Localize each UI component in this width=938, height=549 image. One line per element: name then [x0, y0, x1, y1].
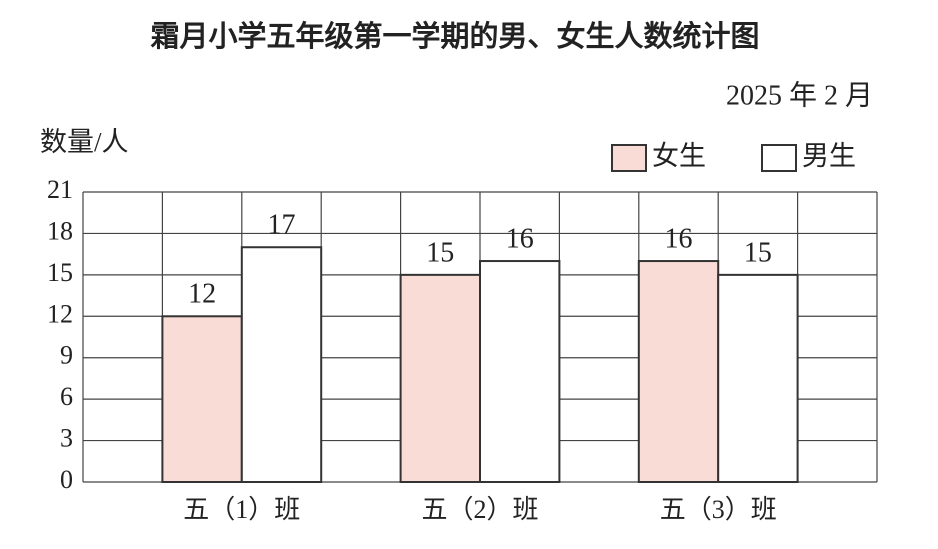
x-tick-label: 五（2）班 — [421, 495, 538, 524]
y-axis-label: 数量/人 — [40, 127, 129, 157]
y-tick-label: 6 — [60, 382, 73, 411]
y-tick-label: 0 — [60, 465, 73, 494]
y-tick-label: 15 — [47, 258, 73, 287]
value-label: 16 — [506, 223, 534, 254]
subtitle: 2025 年 2 月 — [726, 79, 873, 111]
bar — [240, 246, 323, 483]
value-label: 15 — [426, 237, 454, 268]
bar — [399, 273, 482, 483]
bar — [161, 315, 243, 483]
legend-label: 男生 — [802, 141, 856, 171]
y-tick-label: 21 — [47, 175, 73, 204]
value-label: 16 — [665, 223, 693, 254]
x-tick-label: 五（3）班 — [660, 495, 777, 524]
value-label: 12 — [188, 279, 216, 310]
legend-label: 女生 — [652, 141, 706, 171]
x-tick-label: 五（1）班 — [183, 495, 300, 524]
y-tick-label: 12 — [47, 299, 73, 328]
y-tick-label: 18 — [47, 216, 73, 245]
chart-title: 霜月小学五年级第一学期的男、女生人数统计图 — [150, 19, 759, 53]
legend-swatch — [611, 144, 647, 172]
value-label: 17 — [268, 210, 296, 241]
bar — [479, 260, 561, 483]
bar — [637, 260, 720, 483]
y-tick-label: 3 — [60, 424, 73, 453]
legend-swatch — [761, 144, 797, 172]
y-tick-label: 9 — [60, 341, 73, 370]
bar — [717, 273, 799, 483]
value-label: 15 — [744, 237, 772, 268]
